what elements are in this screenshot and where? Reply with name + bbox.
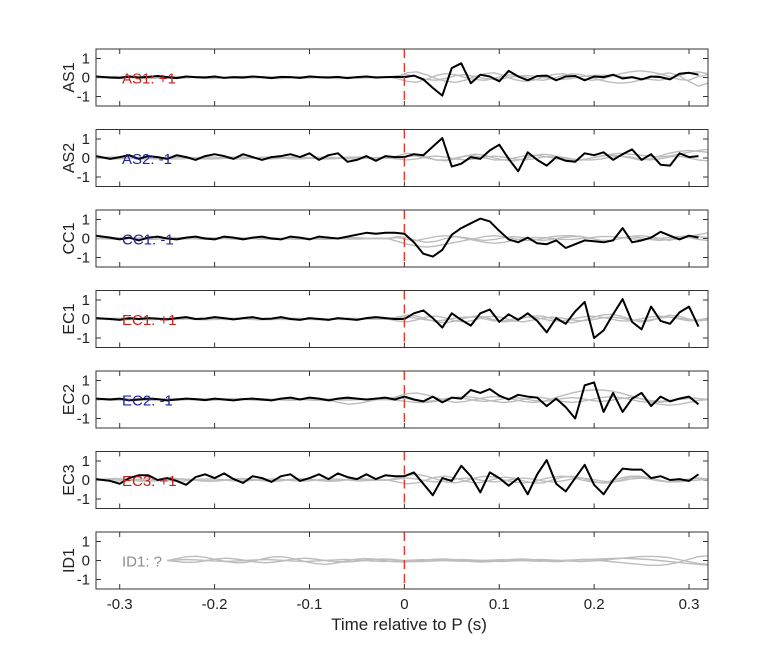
panel-traces bbox=[167, 555, 708, 566]
panel-traces bbox=[96, 217, 708, 258]
panel-frame bbox=[95, 129, 709, 187]
y-tick-label: 1 bbox=[82, 131, 90, 148]
x-tick-label: 0 bbox=[400, 596, 408, 613]
polarity-label: AS1: +1 bbox=[122, 71, 176, 88]
y-tick-label: 1 bbox=[82, 292, 90, 309]
y-axis-label: ID1 bbox=[61, 548, 78, 573]
main-trace bbox=[96, 137, 699, 173]
y-tick-label: 0 bbox=[82, 553, 90, 570]
y-tick-label: 0 bbox=[82, 472, 90, 489]
y-tick-label: -1 bbox=[77, 250, 90, 267]
y-tick-label: 1 bbox=[82, 453, 90, 470]
background-trace bbox=[96, 234, 708, 245]
panel-frame bbox=[95, 370, 709, 429]
polarity-label: EC1: +1 bbox=[122, 312, 177, 329]
y-tick-label: 1 bbox=[82, 534, 90, 551]
polarity-label: EC2: -1 bbox=[122, 393, 173, 410]
y-axis-label: EC1 bbox=[61, 303, 78, 334]
y-tick-label: -1 bbox=[77, 330, 90, 347]
y-tick-label: 1 bbox=[82, 51, 90, 68]
main-trace bbox=[96, 217, 699, 258]
y-tick-label: -1 bbox=[77, 491, 90, 508]
panel-traces bbox=[96, 137, 708, 173]
x-tick-label: 0.3 bbox=[679, 596, 700, 613]
x-axis: Time relative to P (s) -0.3 -0.2 -0.1 0 0.1 0… bbox=[107, 596, 700, 634]
background-trace bbox=[167, 557, 708, 566]
main-trace bbox=[96, 62, 699, 97]
y-tick-label: 0 bbox=[82, 311, 90, 328]
y-axis-label: EC2 bbox=[61, 384, 78, 415]
panel-frame bbox=[95, 531, 709, 590]
polarity-label: ID1: ? bbox=[122, 554, 162, 571]
panel-frame bbox=[95, 48, 709, 107]
panel-traces bbox=[96, 62, 708, 97]
polarity-label: CC1: -1 bbox=[122, 232, 174, 249]
y-tick-label: 0 bbox=[82, 150, 90, 167]
y-tick-label: 0 bbox=[82, 231, 90, 248]
y-axis-label: AS2 bbox=[61, 143, 78, 173]
y-axis-label: EC3 bbox=[61, 464, 78, 495]
y-tick-label: 0 bbox=[82, 70, 90, 87]
y-tick-label: -1 bbox=[77, 169, 90, 186]
panel-frame bbox=[95, 290, 709, 348]
y-tick-label: -1 bbox=[77, 572, 90, 589]
panel-frame bbox=[95, 451, 709, 509]
y-tick-label: -1 bbox=[77, 89, 90, 106]
y-axis-label: AS1 bbox=[61, 62, 78, 92]
polarity-label: EC3: +1 bbox=[122, 473, 177, 490]
background-trace bbox=[96, 477, 708, 483]
x-tick-label: -0.3 bbox=[107, 596, 133, 613]
x-tick-label: 0.2 bbox=[584, 596, 605, 613]
panel-traces bbox=[96, 298, 708, 339]
y-tick-label: 0 bbox=[82, 392, 90, 409]
y-tick-label: -1 bbox=[77, 411, 90, 428]
y-tick-label: 1 bbox=[82, 212, 90, 229]
x-tick-label: 0.1 bbox=[489, 596, 510, 613]
y-tick-label: 1 bbox=[82, 373, 90, 390]
panel-frame bbox=[95, 209, 709, 268]
x-tick-label: -0.1 bbox=[297, 596, 323, 613]
polarity-label: AS2: -1 bbox=[122, 151, 172, 168]
main-trace bbox=[96, 381, 700, 420]
x-axis-label: Time relative to P (s) bbox=[331, 615, 487, 634]
x-tick-label: -0.2 bbox=[202, 596, 228, 613]
y-axis-label: CC1 bbox=[61, 222, 78, 254]
main-trace bbox=[96, 298, 700, 339]
panel-traces bbox=[96, 459, 708, 497]
panel-traces bbox=[96, 381, 708, 420]
main-trace bbox=[96, 459, 700, 497]
